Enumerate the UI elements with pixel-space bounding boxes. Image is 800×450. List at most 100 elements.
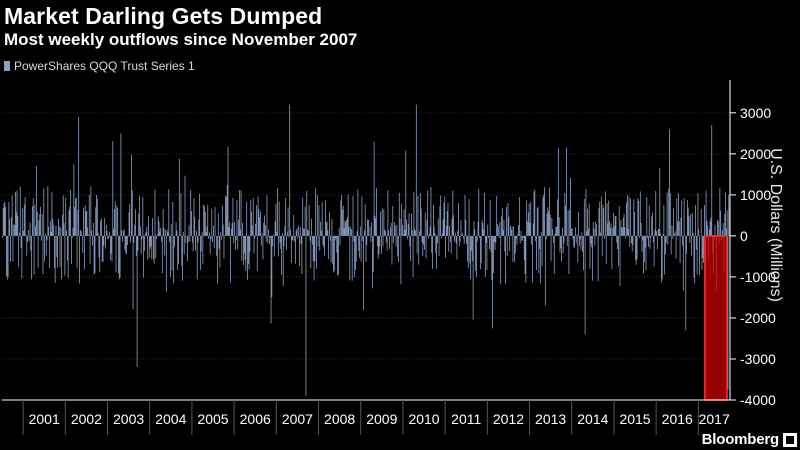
bar	[187, 235, 188, 262]
bar	[355, 235, 357, 262]
bar	[703, 235, 705, 264]
bar	[131, 190, 133, 236]
bar	[168, 189, 170, 236]
bar	[139, 226, 141, 236]
bar	[374, 215, 376, 236]
bar	[231, 223, 233, 236]
bar	[552, 229, 554, 236]
bar	[79, 229, 81, 236]
bar	[230, 235, 231, 283]
bar	[602, 204, 604, 236]
bar	[617, 235, 618, 250]
bar	[625, 235, 627, 239]
bar	[647, 235, 649, 239]
bar	[560, 235, 562, 249]
bar	[362, 235, 364, 242]
bar	[416, 235, 418, 254]
bar	[535, 235, 537, 242]
bar	[372, 235, 374, 272]
bar	[357, 189, 359, 236]
y-tick-label: -3000	[740, 351, 776, 367]
bar	[78, 116, 80, 236]
bar	[586, 231, 588, 236]
bar	[101, 235, 103, 263]
bar	[350, 229, 352, 236]
bar	[306, 191, 308, 236]
bar	[525, 235, 527, 283]
bar	[126, 235, 128, 246]
bar	[511, 226, 513, 236]
x-tick-label: 2016	[662, 411, 693, 427]
bar	[292, 235, 294, 241]
bar	[492, 235, 494, 329]
bar	[701, 235, 703, 270]
bar	[303, 228, 305, 236]
bar	[699, 235, 700, 276]
bar	[217, 235, 218, 284]
bar	[497, 224, 498, 236]
bar	[90, 186, 92, 236]
bar	[378, 235, 380, 255]
bar	[297, 235, 299, 239]
bar	[293, 215, 295, 236]
bar	[92, 222, 94, 236]
bar	[27, 230, 29, 236]
bar	[644, 235, 646, 248]
bar	[146, 227, 148, 236]
bar	[706, 220, 708, 236]
bar	[403, 209, 405, 236]
bar	[157, 234, 158, 236]
bar	[530, 202, 532, 236]
bar	[123, 229, 125, 236]
bar	[138, 213, 140, 236]
bar	[271, 235, 273, 298]
bar	[524, 235, 526, 274]
bar	[590, 235, 592, 244]
bar	[351, 235, 353, 281]
bar	[425, 235, 427, 259]
bar	[387, 190, 389, 236]
bar	[226, 185, 228, 236]
bar	[591, 235, 593, 248]
bar	[178, 158, 180, 236]
bar	[93, 235, 95, 275]
bar	[523, 235, 524, 238]
bar	[325, 222, 327, 236]
bar	[102, 235, 104, 262]
bar	[508, 216, 510, 236]
bar	[501, 208, 503, 236]
bar	[159, 231, 161, 236]
bar	[213, 235, 215, 249]
bar	[28, 235, 30, 242]
bar	[160, 227, 162, 236]
bar	[139, 195, 140, 236]
bar	[334, 235, 336, 241]
bar	[605, 235, 607, 264]
bar	[329, 212, 330, 236]
bar	[443, 203, 445, 236]
bar	[493, 235, 494, 273]
bar	[368, 220, 369, 236]
bar	[329, 235, 331, 241]
bar	[198, 219, 200, 236]
bar	[514, 235, 515, 263]
bar	[264, 215, 265, 236]
bar	[358, 235, 360, 251]
bar	[286, 232, 288, 236]
bar	[559, 235, 561, 253]
bar	[276, 232, 278, 236]
bar	[628, 196, 630, 236]
bar	[484, 192, 485, 236]
bar	[270, 235, 272, 324]
y-axis: 3000 2000 1000 0 -1000 -2000 -3000 -4000	[729, 80, 776, 408]
bar	[45, 233, 46, 236]
bar	[566, 235, 568, 246]
bar	[106, 230, 108, 236]
bar	[375, 218, 377, 236]
bar	[337, 235, 338, 276]
bar	[475, 235, 476, 271]
bar	[23, 230, 24, 236]
bar	[697, 193, 699, 236]
bar	[194, 216, 196, 236]
bar	[538, 235, 540, 274]
